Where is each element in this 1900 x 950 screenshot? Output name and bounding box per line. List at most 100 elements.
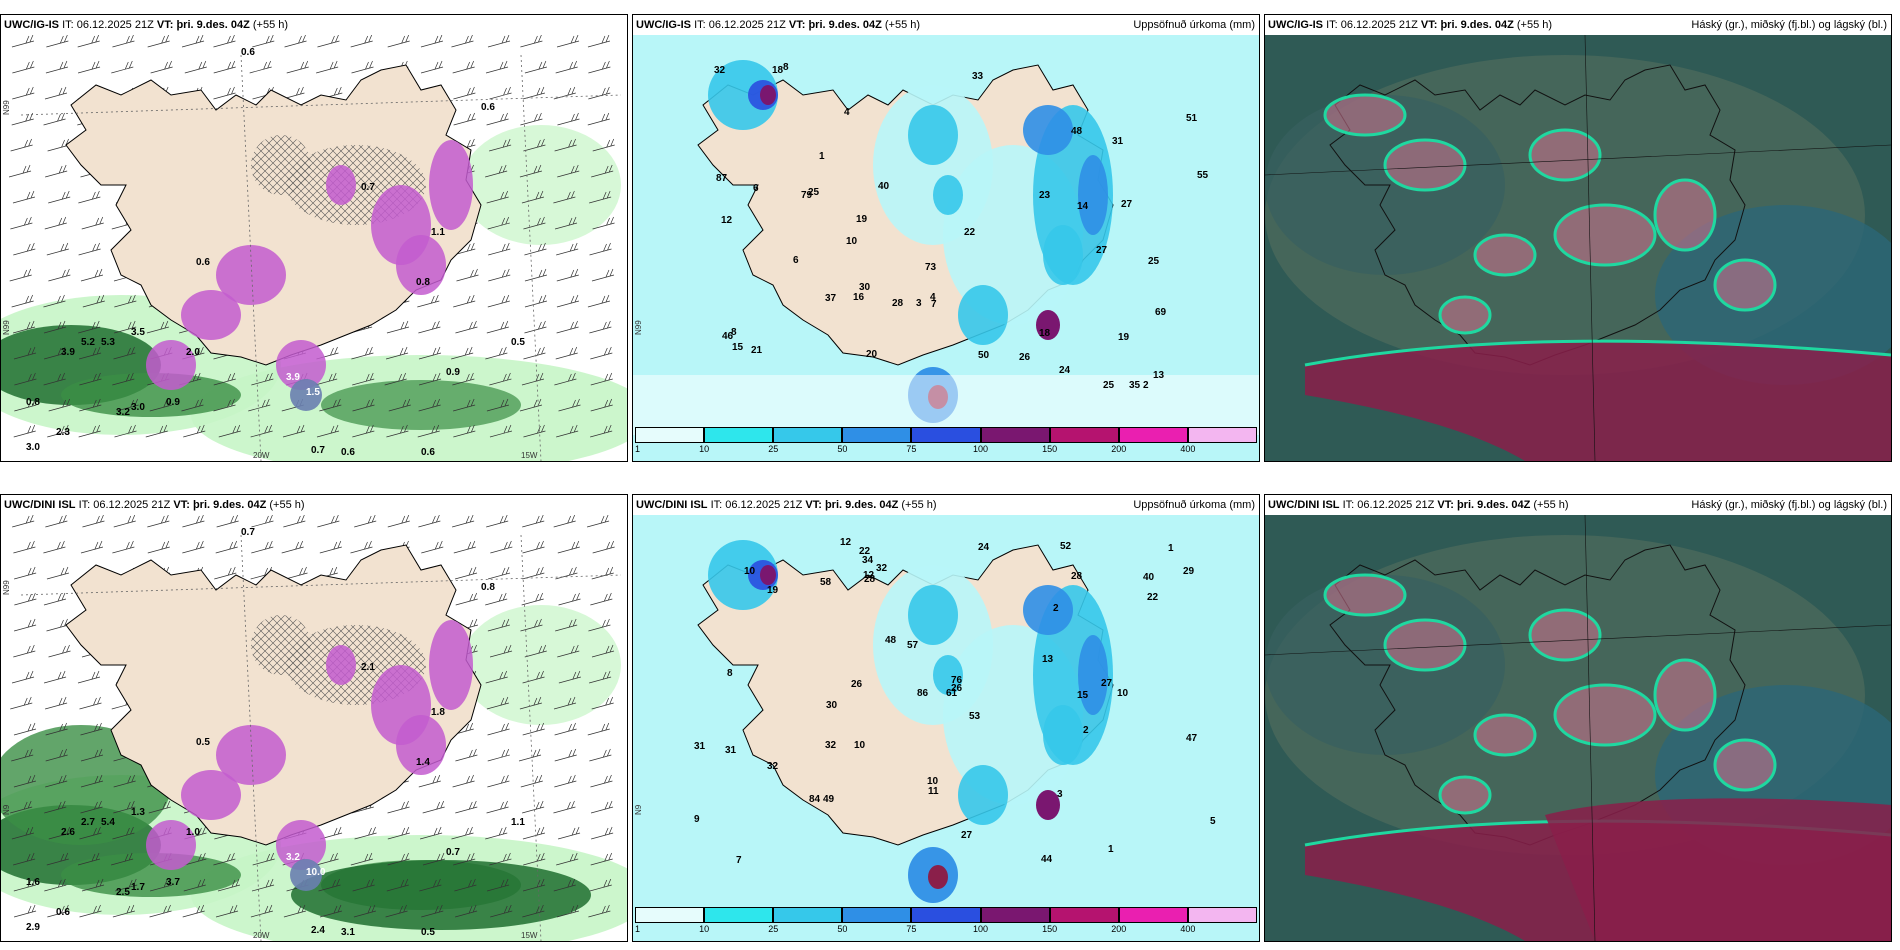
wind-barb [14, 566, 37, 580]
wind-barb [114, 320, 137, 334]
cloud-area-mid [1438, 775, 1492, 815]
wind-barb [523, 138, 546, 152]
panel-r2-clouds: UWC/DINI ISL IT: 06.12.2025 21Z VT: þri.… [1264, 494, 1892, 942]
accum-value-label: 11 [928, 786, 939, 797]
accum-value-label: 13 [1153, 370, 1165, 381]
valid-time: þri. 9.des. 04Z [176, 19, 250, 31]
wind-barb [553, 800, 576, 814]
wind-barb [524, 320, 547, 334]
wind-barb [43, 294, 66, 308]
precip-area-intense [290, 379, 322, 411]
wind-barb [11, 294, 34, 308]
accum-value-label: 44 [1041, 854, 1053, 865]
cloud-area-mid [1713, 258, 1777, 312]
colorbar-swatch [773, 427, 843, 443]
precip-area-snow [371, 665, 431, 745]
precip-value-label: 0.8 [26, 397, 40, 408]
panel-r1-precip-type: UWC/IG-IS IT: 06.12.2025 21Z VT: þri. 9.… [0, 14, 628, 462]
wind-barb [283, 904, 306, 918]
wind-barb [182, 540, 205, 554]
accum-value-label: 27 [1096, 245, 1108, 256]
wind-barb [388, 398, 411, 412]
wind-barb [452, 60, 475, 74]
colorbar-tick: 200 [1111, 444, 1127, 454]
wind-barb [13, 722, 37, 736]
wind-barb [251, 540, 274, 554]
wind-barb [523, 216, 546, 230]
wind-barb [43, 592, 67, 606]
wind-barb [114, 424, 137, 438]
wind-barb [522, 540, 545, 554]
wind-barb [451, 346, 474, 360]
wind-barb [489, 372, 512, 386]
wind-barb [524, 60, 548, 74]
colorbar-tick: 1 [635, 444, 641, 454]
cloud-area-mid [1473, 713, 1537, 757]
wind-barb [43, 346, 67, 360]
wind-barb [45, 696, 68, 710]
wind-barb [524, 242, 547, 256]
accum-value-label: 9 [694, 814, 700, 825]
wind-barb [13, 852, 36, 866]
wind-barb [488, 268, 511, 282]
wind-barb [252, 852, 275, 866]
accum-value-label: 24 [1059, 365, 1071, 376]
wind-barb [282, 424, 306, 438]
wind-barb [418, 372, 442, 386]
accum-value-label: 12 [840, 537, 852, 548]
accum-value-label: 31 [725, 745, 737, 756]
wind-barb [149, 398, 172, 412]
init-time: 06.12.2025 21Z [76, 19, 154, 31]
wind-barb [45, 774, 68, 788]
wind-barb [387, 35, 410, 48]
wind-barb [113, 346, 136, 360]
accum-value-label: 7 [736, 855, 742, 866]
precip-area-intense [290, 859, 322, 891]
wind-barb [486, 112, 509, 126]
accum-value-label: 26 [1019, 352, 1031, 363]
wind-barb [487, 748, 510, 762]
wind-barb [112, 372, 135, 386]
wind-barb [553, 878, 576, 892]
precip-value-label: 1.0 [186, 827, 200, 838]
map-accum-precip: N99 73 79 18 27 2 4 3 10 16 14 27 33 32 25 19 18 22 55 51 40… [633, 35, 1259, 461]
precip-value-label: 2.3 [56, 427, 70, 438]
accum-value-label: 12 [863, 570, 875, 581]
accum-value-label: 51 [1186, 113, 1198, 124]
wind-barb [587, 722, 610, 736]
wind-barb [387, 826, 410, 840]
precip-value-label: 5.3 [101, 337, 115, 348]
accum-value-label: 48 [1071, 126, 1083, 137]
wind-barb [557, 164, 580, 178]
wind-barb [555, 346, 578, 360]
precip-area-snow [326, 165, 356, 205]
iceland-outline [1329, 64, 1746, 366]
wind-barb [557, 112, 580, 126]
accum-value-label: 32 [876, 563, 888, 574]
wind-barb [217, 878, 241, 892]
precip-value-label: 3.1 [341, 927, 355, 938]
wind-barb [556, 320, 579, 334]
precip-value-label: 1.5 [306, 387, 320, 398]
colorbar-tick: 25 [768, 924, 779, 934]
wind-barb [520, 35, 543, 48]
accum-value-label: 1 [1108, 844, 1114, 855]
wind-barb [589, 320, 612, 334]
wind-barb [77, 852, 101, 866]
wind-barb [250, 904, 274, 918]
accum-value-label: 15 [732, 342, 744, 353]
wind-barb [147, 35, 170, 48]
wind-barb [453, 294, 476, 308]
colorbar-tick: 150 [1042, 444, 1058, 454]
accum-value-label: 52 [1060, 541, 1072, 552]
wind-barb [80, 774, 104, 788]
wind-barb [77, 60, 101, 74]
lead-time: (+55 h) [1516, 19, 1553, 31]
cloud-area-mid [1528, 608, 1602, 662]
accum-value-label: 3 [1057, 789, 1063, 800]
wind-barb [11, 112, 34, 126]
wind-barb [455, 320, 478, 334]
cloud-area-mid [1383, 138, 1467, 192]
model-name: UWC/DINI ISL [4, 499, 76, 511]
wind-barb [354, 826, 377, 840]
